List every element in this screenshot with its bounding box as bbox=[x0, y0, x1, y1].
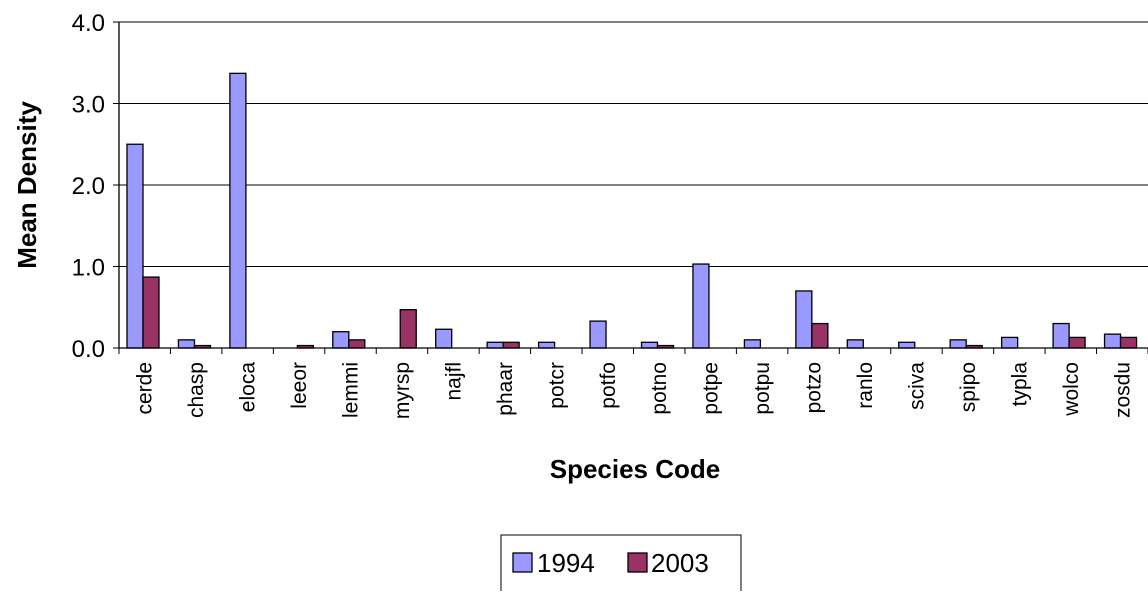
x-tick-label: typla bbox=[1008, 362, 1031, 407]
legend-swatch-1994 bbox=[512, 552, 533, 573]
bar-2003-phaar bbox=[502, 341, 520, 349]
x-tick-label: wolco bbox=[1060, 362, 1083, 417]
bar-1994-najfl bbox=[435, 328, 453, 349]
bar-1994-wolco bbox=[1052, 322, 1070, 349]
x-tick-label: lemmi bbox=[340, 362, 363, 418]
bar-2003-lemmi bbox=[348, 339, 366, 349]
x-tick-label: myrsp bbox=[391, 362, 414, 419]
bar-2003-zosdu bbox=[1119, 336, 1138, 349]
bar-1994-cerde bbox=[126, 143, 144, 349]
legend-label-2003: 2003 bbox=[651, 548, 709, 578]
y-axis-label: Mean Density bbox=[12, 101, 42, 269]
bar-2003-potzo bbox=[811, 322, 829, 349]
bar-1994-typla bbox=[1001, 336, 1019, 349]
y-tick-label: 0.0 bbox=[72, 336, 105, 363]
x-tick-label: sciva bbox=[905, 362, 928, 410]
gridlines bbox=[119, 21, 1148, 267]
bar-1994-spipo bbox=[949, 339, 967, 349]
bar-1994-chasp bbox=[177, 339, 196, 349]
bar-1994-lemmi bbox=[332, 331, 350, 349]
x-tick-label: spipo bbox=[957, 362, 980, 412]
tick-labels: 0.0 1.0 2.0 3.0 4.0 cerde chasp eloca leeor lemmi… bbox=[72, 10, 1135, 419]
y-tick-label: 4.0 bbox=[72, 10, 105, 37]
x-tick-label: potno bbox=[648, 362, 671, 415]
bar-1994-eloca bbox=[229, 72, 247, 349]
axes bbox=[113, 21, 1148, 354]
x-tick-label: potpu bbox=[751, 362, 774, 415]
x-tick-label: potcr bbox=[545, 362, 568, 409]
x-tick-label: cerde bbox=[134, 362, 157, 415]
y-tick-label: 3.0 bbox=[72, 92, 105, 119]
x-tick-label: phaar bbox=[494, 362, 517, 416]
legend-label-1994: 1994 bbox=[537, 548, 595, 578]
x-tick-label: zosdu bbox=[1111, 362, 1134, 418]
bar-2003-myrsp bbox=[399, 309, 417, 349]
y-tick-label: 1.0 bbox=[72, 255, 105, 282]
x-tick-label: najfl bbox=[442, 362, 465, 401]
bar-2003-wolco bbox=[1068, 336, 1086, 349]
legend-box bbox=[500, 534, 742, 594]
bar-1994-potno bbox=[640, 341, 659, 349]
bars bbox=[126, 72, 1138, 349]
bar-1994-sciva bbox=[898, 341, 916, 349]
bar-1994-potpe bbox=[692, 263, 710, 349]
bar-1994-zosdu bbox=[1103, 333, 1122, 349]
legend-swatch-2003 bbox=[627, 552, 648, 573]
x-tick-label: eloca bbox=[237, 362, 260, 413]
bar-1994-potpu bbox=[743, 339, 762, 349]
bar-1994-potcr bbox=[537, 341, 556, 349]
x-tick-label: chasp bbox=[185, 362, 208, 418]
x-tick-label: ranlo bbox=[854, 362, 877, 409]
x-axis-label: Species Code bbox=[550, 454, 721, 484]
bar-1994-phaar bbox=[486, 341, 504, 349]
x-tick-label: potfo bbox=[597, 362, 620, 409]
y-tick-label: 2.0 bbox=[72, 173, 105, 200]
x-tick-label: potzo bbox=[803, 362, 826, 413]
bar-1994-potzo bbox=[795, 290, 813, 349]
bar-1994-ranlo bbox=[846, 339, 864, 349]
legend: 1994 2003 bbox=[500, 534, 742, 594]
bar-1994-potfo bbox=[589, 320, 607, 349]
bar-2003-cerde bbox=[142, 276, 160, 349]
x-tick-label: leeor bbox=[288, 362, 311, 409]
x-tick-label: potpe bbox=[700, 362, 723, 415]
